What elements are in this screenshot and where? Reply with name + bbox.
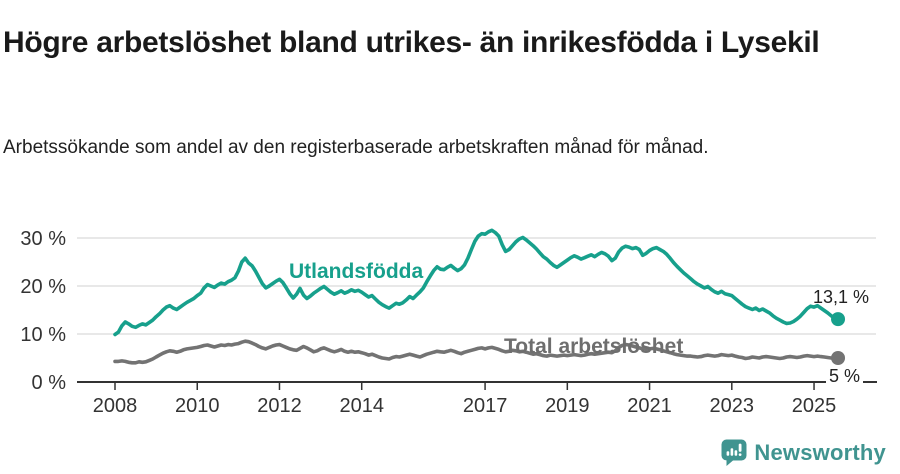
end-value-label-utlandsfodda: 13,1 % (813, 287, 870, 307)
y-tick-label: 0 % (32, 372, 67, 394)
newsworthy-logo: Newsworthy (721, 439, 886, 466)
series-end-dot (831, 312, 846, 327)
page-title: Högre arbetslöshet bland utrikes- än inr… (3, 26, 820, 60)
x-tick-label: 2021 (627, 395, 672, 417)
newsworthy-wordmark: Newsworthy (754, 439, 886, 465)
x-tick-label: 2025 (792, 395, 837, 417)
x-tick-label: 2017 (463, 395, 508, 417)
x-tick-label: 2014 (339, 395, 384, 417)
line-chart: 2008 2010 2012 2014 2017 2019 2021 2023 2025 0 % 1… (20, 228, 877, 417)
series-label-utlandsfodda: Utlandsfödda (289, 260, 424, 283)
x-tick-label: 2012 (257, 395, 302, 417)
series-end-dot (831, 351, 846, 365)
y-tick-label: 20 % (20, 276, 66, 298)
x-tick-label: 2010 (175, 395, 220, 417)
series-label-total-arbetsloshet: Total arbetslöshet (504, 335, 684, 358)
x-tick-label: 2023 (710, 395, 755, 417)
end-value-label-total: 5 % (826, 366, 864, 387)
bar-chart-speech-bubble-icon (721, 439, 747, 466)
x-tick-label: 2008 (93, 395, 138, 417)
y-tick-label: 10 % (20, 324, 66, 346)
y-tick-label: 30 % (20, 228, 66, 250)
series-line (113, 228, 840, 337)
chart-subtitle: Arbetssökande som andel av den registerb… (3, 137, 709, 158)
series-line (113, 339, 840, 365)
x-tick-label: 2019 (545, 395, 590, 417)
